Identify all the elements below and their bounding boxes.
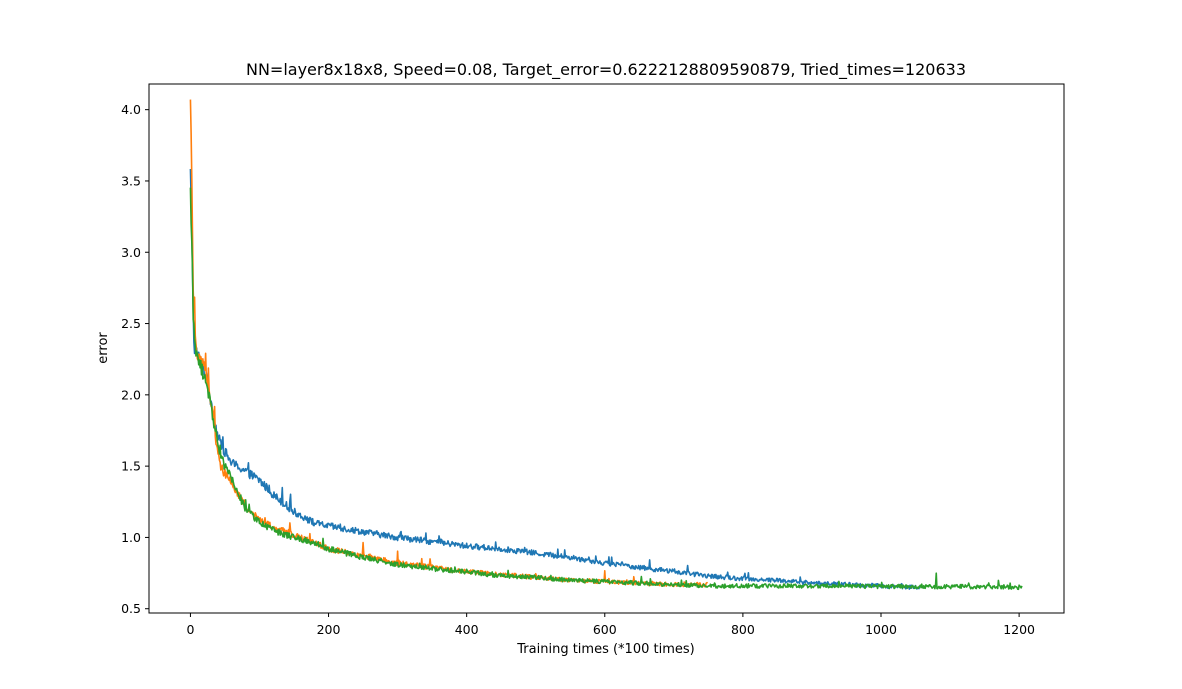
x-axis-ticks: 0 200 400 600 800 1000 1200 [186, 613, 1035, 637]
y-axis-label: error [96, 332, 111, 364]
x-tick-label: 200 [317, 622, 341, 637]
y-tick-label: 1.0 [121, 530, 141, 545]
x-tick-label: 400 [455, 622, 479, 637]
series-line-3 [189, 187, 1023, 591]
series-layer [189, 99, 1023, 591]
y-tick-label: 3.5 [121, 173, 141, 188]
x-tick-label: 600 [593, 622, 617, 637]
y-axis-ticks: 0.5 1.0 1.5 2.0 2.5 3.0 3.5 4.0 [121, 102, 149, 616]
y-tick-label: 2.0 [121, 387, 141, 402]
series-line-1 [189, 168, 921, 590]
y-tick-label: 3.0 [121, 245, 141, 260]
x-tick-label: 0 [186, 622, 194, 637]
y-tick-label: 2.5 [121, 316, 141, 331]
plot-frame [148, 83, 1065, 614]
x-axis-label: Training times (*100 times) [516, 642, 694, 657]
x-tick-label: 800 [731, 622, 755, 637]
x-tick-label: 1000 [865, 622, 897, 637]
y-tick-label: 0.5 [121, 601, 141, 616]
x-tick-label: 1200 [1003, 622, 1035, 637]
chart-title: NN=layer8x18x8, Speed=0.08, Target_error… [246, 60, 966, 80]
y-tick-label: 4.0 [121, 102, 141, 117]
y-tick-label: 1.5 [121, 459, 141, 474]
